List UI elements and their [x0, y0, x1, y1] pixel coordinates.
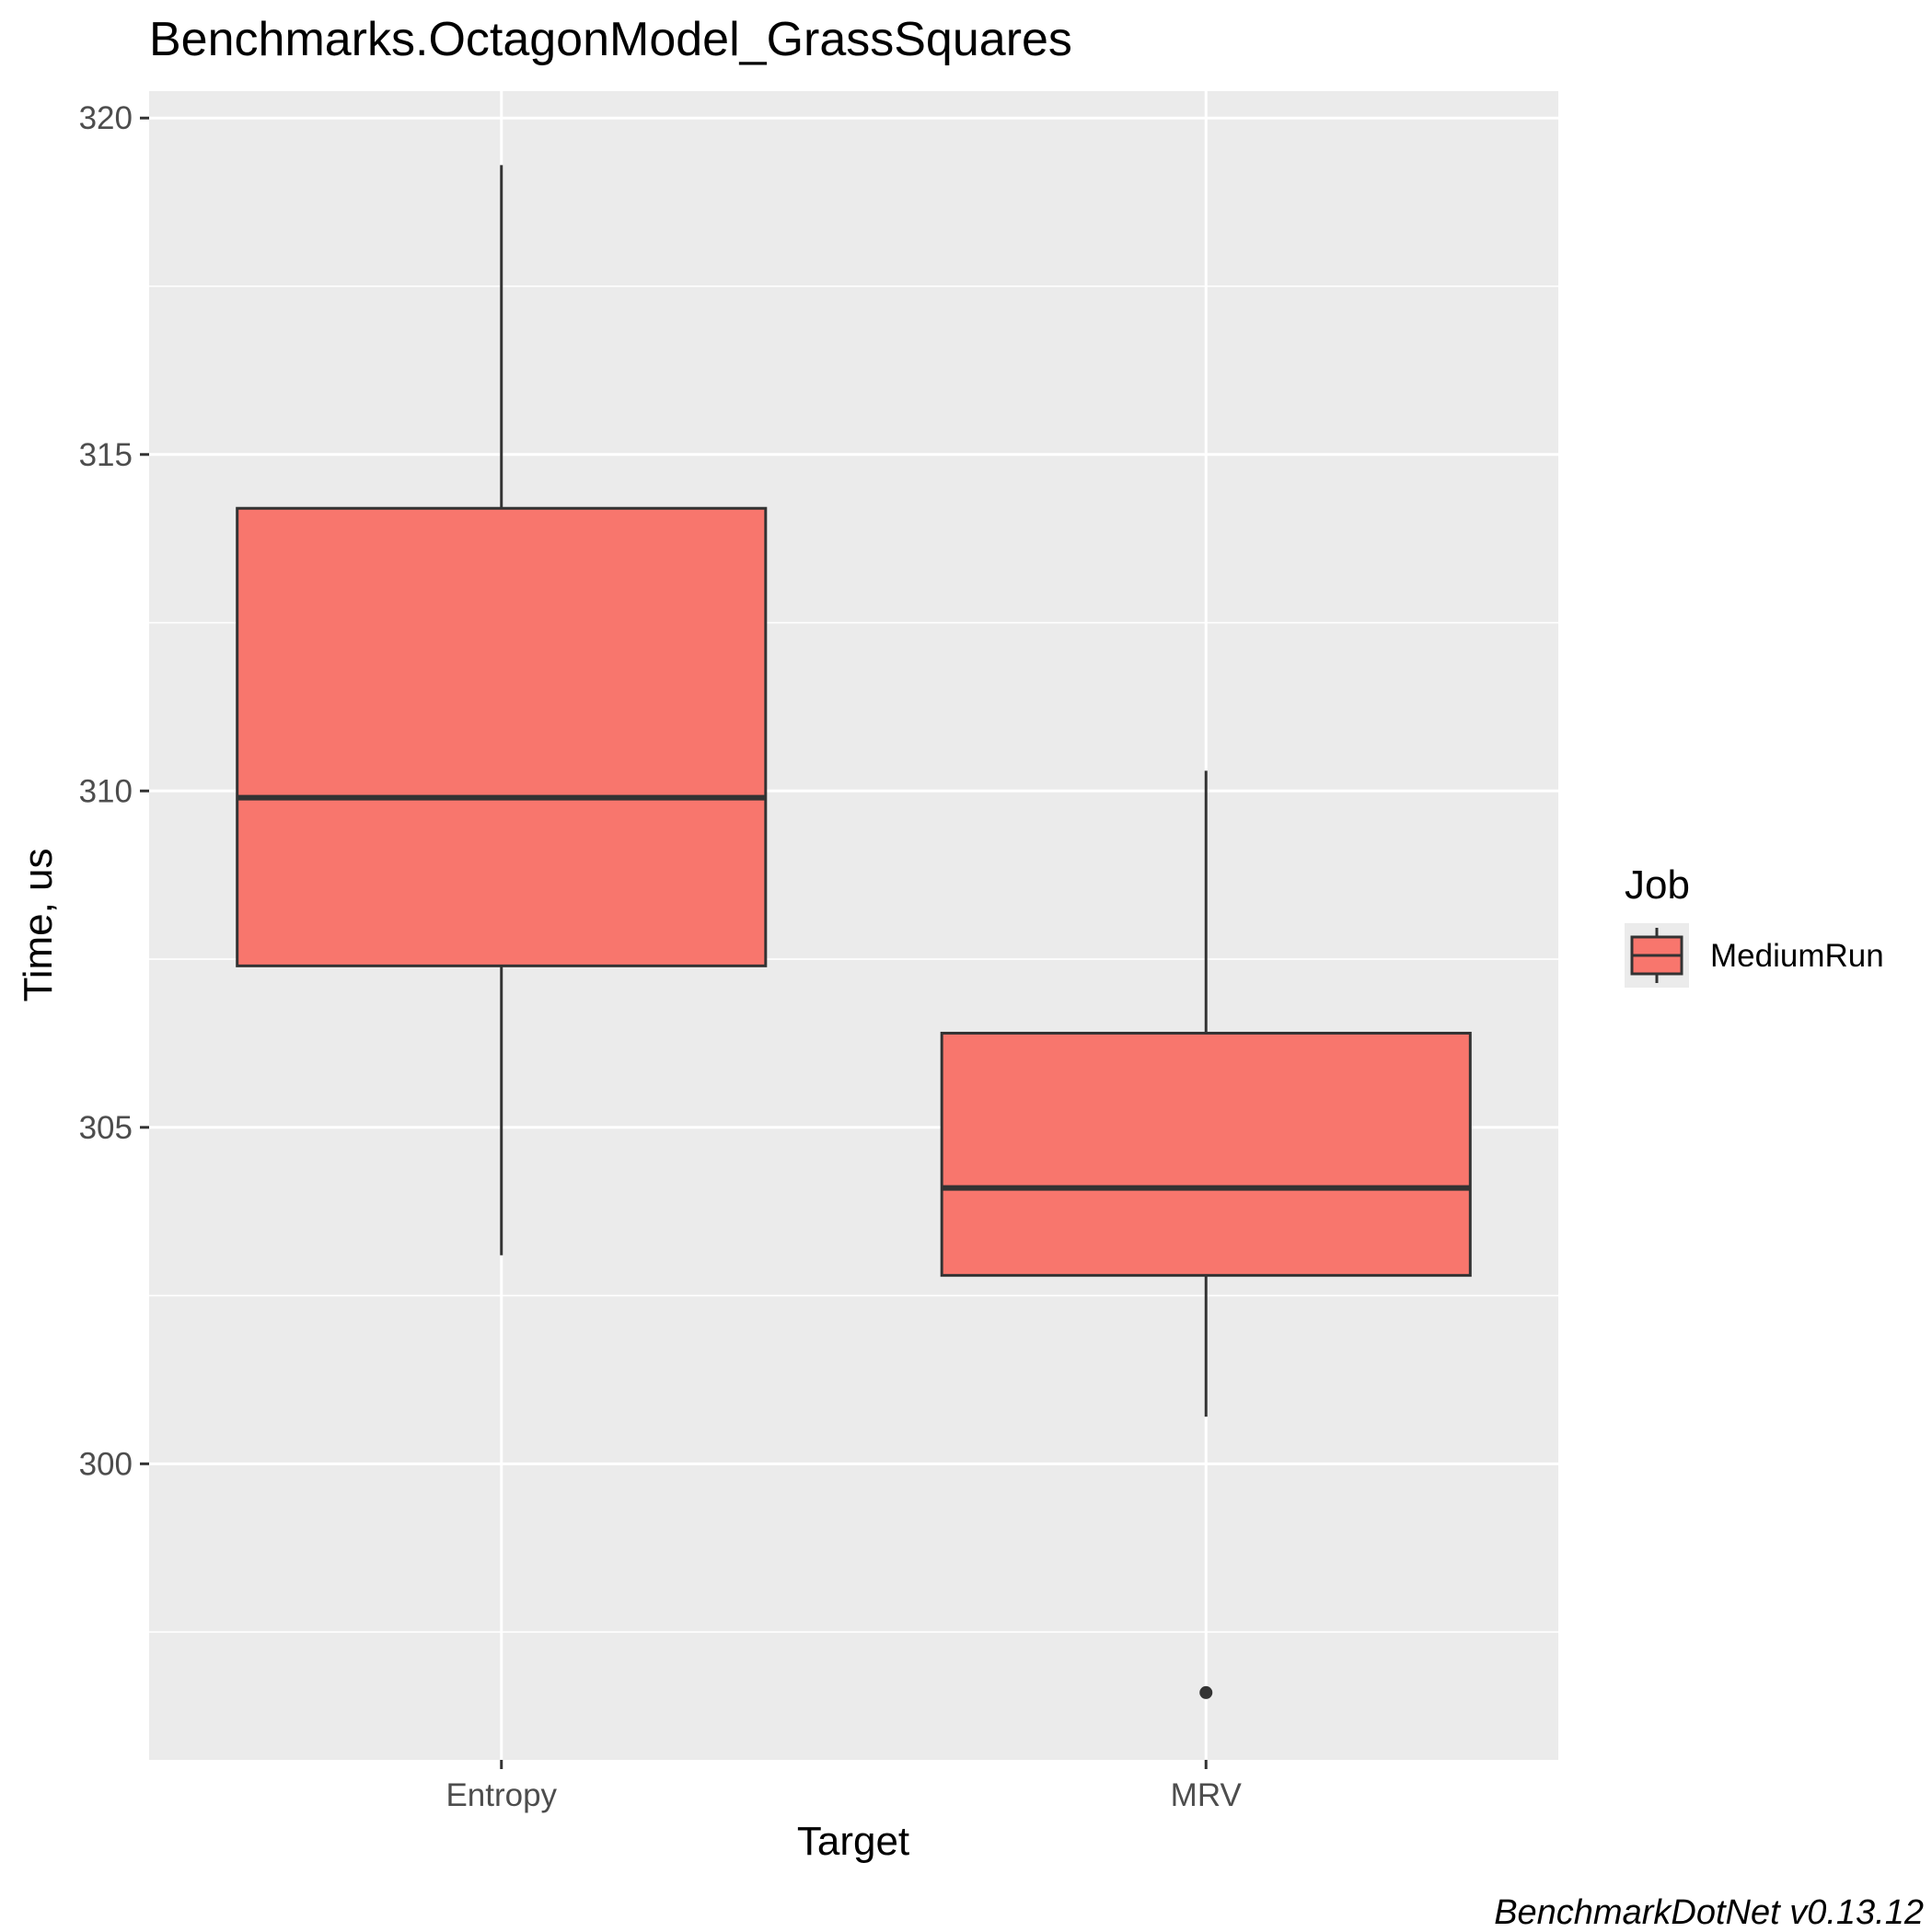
y-tick-label: 305 [79, 1110, 133, 1146]
box-entropy [236, 165, 768, 1255]
box-body [940, 1031, 1472, 1278]
box-series [236, 165, 1472, 1699]
chart-title: Benchmarks.OctagonModel_GrassSquares [149, 13, 1072, 66]
box-body [236, 506, 768, 967]
y-tick-label: 315 [79, 437, 133, 473]
legend-key [1625, 923, 1689, 988]
x-tick-label: MRV [1171, 1777, 1243, 1813]
legend: Job MediumRun [1625, 862, 1884, 988]
legend-label: MediumRun [1710, 938, 1884, 974]
x-axis: Entropy MRV [445, 1760, 1242, 1813]
legend-title: Job [1625, 862, 1690, 908]
y-axis: 300 305 310 315 320 [79, 100, 149, 1482]
y-tick-label: 300 [79, 1446, 133, 1482]
legend-entries: MediumRun [1625, 923, 1884, 988]
y-axis-title: Time, us [16, 848, 61, 1001]
x-axis-title: Target [797, 1819, 909, 1864]
x-tick-label: Entropy [445, 1777, 557, 1813]
y-tick-label: 320 [79, 100, 133, 136]
box-mrv [940, 770, 1472, 1699]
caption: BenchmarkDotNet v0.13.12 [1494, 1893, 1924, 1932]
outlier-point [1199, 1685, 1213, 1699]
y-tick-label: 310 [79, 773, 133, 809]
